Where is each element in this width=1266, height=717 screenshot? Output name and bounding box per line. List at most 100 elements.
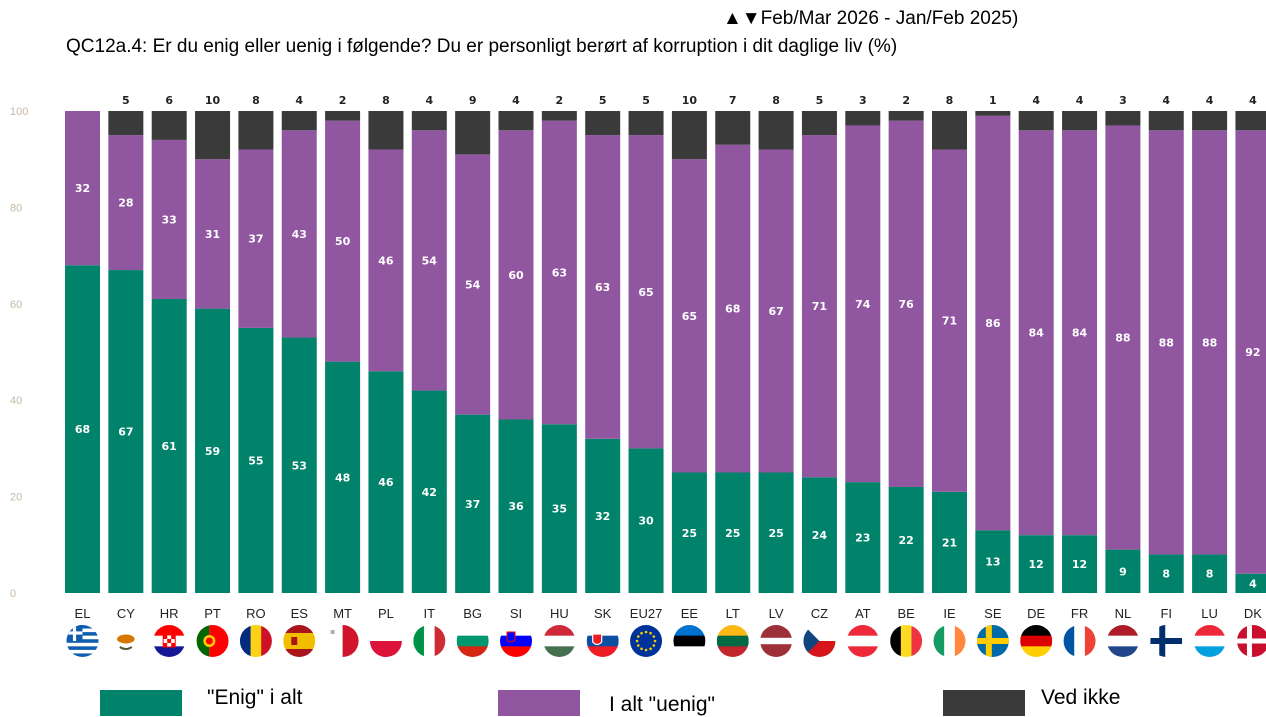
bar-label-disagree-MT: 50 — [335, 235, 351, 248]
bar-label-agree-CY: 67 — [118, 426, 133, 439]
bar-label-disagree-SI: 60 — [508, 269, 524, 282]
bar-label-agree-FI: 8 — [1162, 568, 1170, 581]
bar-label-dont-know-BG: 9 — [469, 94, 477, 107]
x-tick-label-BG: BG — [463, 606, 482, 621]
bar-label-disagree-BG: 54 — [465, 279, 481, 292]
bar-dont-know-MT — [325, 111, 360, 121]
bar-label-disagree-ES: 43 — [292, 228, 307, 241]
bar-label-disagree-CZ: 71 — [812, 300, 827, 313]
x-tick-label-EE: EE — [681, 606, 699, 621]
bar-label-agree-HU: 35 — [552, 503, 567, 516]
bar-label-agree-EU27: 30 — [638, 515, 654, 528]
ireland-flag-icon — [934, 625, 967, 657]
legend-swatch-agree — [100, 690, 182, 716]
x-tick-label-IE: IE — [943, 606, 956, 621]
x-tick-label-FR: FR — [1071, 606, 1088, 621]
x-tick-label-IT: IT — [424, 606, 436, 621]
bar-dont-know-AT — [845, 111, 880, 125]
bar-dont-know-FR — [1062, 111, 1097, 130]
spain-flag-icon — [283, 625, 315, 658]
bar-dont-know-EU27 — [629, 111, 664, 135]
bar-label-agree-SE: 13 — [985, 556, 1000, 569]
x-tick-label-ES: ES — [291, 606, 309, 621]
bar-label-dont-know-PL: 8 — [382, 94, 390, 107]
bar-label-agree-LU: 8 — [1206, 568, 1214, 581]
legend-swatch-dont-know — [943, 690, 1025, 716]
bar-label-disagree-HU: 63 — [552, 266, 567, 279]
bar-label-agree-SI: 36 — [508, 500, 524, 513]
bar-dont-know-LU — [1192, 111, 1227, 130]
x-tick-label-RO: RO — [246, 606, 266, 621]
bar-label-dont-know-FR: 4 — [1076, 94, 1084, 107]
hungary-flag-icon — [543, 625, 575, 658]
bar-label-agree-RO: 55 — [248, 454, 263, 467]
bar-label-disagree-AT: 74 — [855, 298, 871, 311]
austria-flag-icon — [847, 625, 879, 658]
bar-dont-know-EE — [672, 111, 707, 159]
czechia-flag-icon — [803, 625, 835, 658]
bar-dont-know-PL — [368, 111, 403, 150]
bar-label-disagree-DK: 92 — [1245, 346, 1260, 359]
x-tick-label-SI: SI — [510, 606, 522, 621]
bar-label-agree-BE: 22 — [898, 534, 913, 547]
legend-label-dont-know: Ved ikke — [1041, 686, 1120, 710]
bar-label-dont-know-NL: 3 — [1119, 94, 1127, 107]
x-tick-label-HU: HU — [550, 606, 569, 621]
x-tick-label-LV: LV — [769, 606, 784, 621]
bar-label-agree-EL: 68 — [75, 423, 90, 436]
slovakia-flag-icon — [587, 625, 619, 658]
bar-label-disagree-BE: 76 — [898, 298, 914, 311]
bar-label-agree-IT: 42 — [422, 486, 437, 499]
bar-label-disagree-PL: 46 — [378, 254, 394, 267]
x-tick-label-LU: LU — [1201, 606, 1218, 621]
germany-flag-icon — [1020, 625, 1052, 658]
romania-flag-icon — [240, 625, 273, 657]
x-tick-label-CY: CY — [117, 606, 135, 621]
poland-flag-icon — [370, 625, 402, 658]
bar-label-dont-know-HU: 2 — [556, 94, 564, 107]
bar-label-disagree-PT: 31 — [205, 228, 220, 241]
bulgaria-flag-icon — [457, 625, 489, 658]
cyprus-flag-icon — [110, 625, 142, 657]
bar-label-disagree-HR: 33 — [162, 213, 177, 226]
flags-row — [67, 625, 1266, 658]
bar-dont-know-DE — [1019, 111, 1054, 130]
bar-label-dont-know-RO: 8 — [252, 94, 260, 107]
y-tick-label: 0 — [10, 588, 16, 600]
bar-label-dont-know-SK: 5 — [599, 94, 607, 107]
legend-label-agree: "Enig" i alt — [207, 686, 302, 710]
bar-label-agree-HR: 61 — [162, 440, 177, 453]
bar-label-agree-NL: 9 — [1119, 565, 1127, 578]
x-tick-label-EL: EL — [75, 606, 91, 621]
bar-dont-know-NL — [1105, 111, 1140, 125]
bar-dont-know-LT — [715, 111, 750, 145]
x-tick-label-BE: BE — [897, 606, 915, 621]
bar-label-agree-LT: 25 — [725, 527, 740, 540]
bar-label-disagree-EL: 32 — [75, 182, 90, 195]
bar-dont-know-FI — [1149, 111, 1184, 130]
belgium-flag-icon — [890, 625, 923, 657]
bar-label-disagree-LT: 68 — [725, 303, 740, 316]
x-tick-label-FI: FI — [1160, 606, 1172, 621]
bar-dont-know-HR — [152, 111, 187, 140]
bar-label-disagree-EE: 65 — [682, 310, 697, 323]
bar-label-dont-know-EE: 10 — [682, 94, 698, 107]
bar-label-dont-know-ES: 4 — [295, 94, 303, 107]
y-tick-label: 60 — [10, 299, 22, 311]
bar-dont-know-PT — [195, 111, 230, 159]
bar-label-agree-PT: 59 — [205, 445, 220, 458]
bar-label-dont-know-AT: 3 — [859, 94, 867, 107]
y-tick-label: 20 — [10, 492, 22, 504]
netherlands-flag-icon — [1107, 625, 1139, 658]
latvia-flag-icon — [760, 625, 792, 658]
bar-dont-know-ES — [282, 111, 317, 130]
bar-label-disagree-CY: 28 — [118, 197, 133, 210]
x-tick-label-PT: PT — [204, 606, 221, 621]
x-tick-label-PL: PL — [378, 606, 394, 621]
finland-flag-icon — [1150, 625, 1182, 657]
bar-label-agree-CZ: 24 — [812, 529, 828, 542]
bar-dont-know-SK — [585, 111, 620, 135]
france-flag-icon — [1064, 625, 1096, 657]
